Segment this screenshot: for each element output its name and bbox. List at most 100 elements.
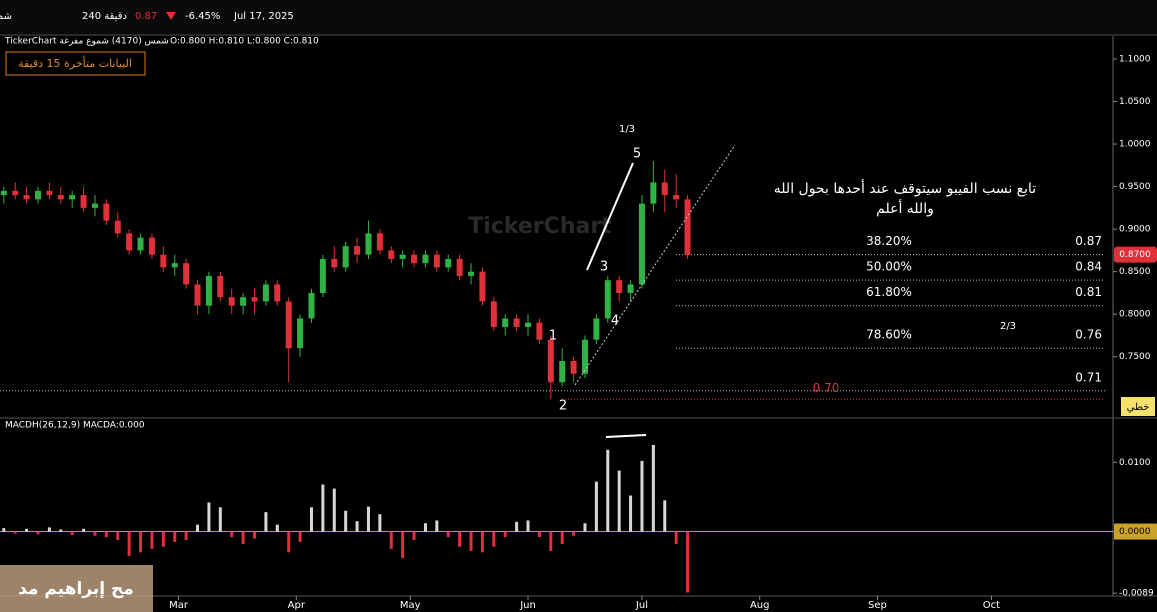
fib-percent: 78.60% <box>866 328 912 342</box>
histogram-bar <box>480 531 484 553</box>
candle-body <box>456 258 463 276</box>
x-tick-label: Sep <box>868 600 887 611</box>
candle-body <box>604 280 611 319</box>
candle-body <box>103 203 110 221</box>
histogram-bar <box>572 531 576 536</box>
last-price-label: 0.8700 <box>1119 250 1151 260</box>
histogram-bar <box>492 531 496 547</box>
candle-body <box>650 182 657 204</box>
wave-label: 3 <box>600 260 608 275</box>
wave-label: 5 <box>633 147 641 162</box>
histogram-bar <box>560 531 564 545</box>
histogram-bar <box>82 528 86 532</box>
y-tick-label: 0.9000 <box>1119 225 1151 235</box>
zero-tag <box>1114 523 1157 540</box>
histogram-bar <box>640 460 644 532</box>
trend-line <box>586 162 634 271</box>
candle-body <box>251 297 258 302</box>
candle-body <box>684 199 691 255</box>
fib-value: 0.71 <box>1075 370 1102 384</box>
candle-body <box>445 258 452 268</box>
histogram-bar <box>196 524 200 532</box>
fib-value: 0.84 <box>1075 260 1102 274</box>
x-tick-label: Oct <box>983 600 1000 611</box>
histogram-bar <box>594 481 598 532</box>
candle-body <box>365 233 372 255</box>
candle-body <box>148 237 155 255</box>
x-tick-label: Jul <box>635 600 648 611</box>
axis-panel <box>1113 36 1157 596</box>
candle-body <box>262 284 269 302</box>
histogram-bar <box>70 531 74 536</box>
candle-body <box>23 195 30 200</box>
histogram-bar <box>150 531 154 549</box>
histogram-bar <box>298 531 302 542</box>
histogram-bar <box>469 531 473 551</box>
candle-body <box>593 318 600 340</box>
histogram-bar <box>59 529 63 532</box>
histogram-bar <box>36 531 40 535</box>
candle-body <box>57 195 64 200</box>
histogram-bar <box>606 449 610 532</box>
candle-body <box>479 271 486 302</box>
x-tick-label: May <box>400 600 421 611</box>
candle-body <box>581 339 588 374</box>
candle-body <box>433 254 440 268</box>
note: تابع نسب الفيبو سيتوقف عند أحدها بحول ال… <box>774 179 1037 197</box>
histogram-bar <box>629 495 633 532</box>
candle-body <box>205 275 212 306</box>
candle-body <box>661 182 668 196</box>
stop-label: 0.70 <box>813 381 840 395</box>
price: 0.87 <box>135 11 157 22</box>
scale-mode[interactable]: خطي <box>1127 402 1150 413</box>
ohlc: O:0.800 H:0.810 L:0.800 C:0.810 <box>170 37 319 47</box>
top-bar <box>0 0 1157 34</box>
candle-body <box>399 254 406 259</box>
histogram-bar <box>446 531 450 538</box>
candle-body <box>171 263 178 268</box>
note: والله أعلم <box>876 199 934 217</box>
histogram-bar <box>207 502 211 532</box>
candle-body <box>513 318 520 327</box>
histogram-bar <box>423 523 427 532</box>
histogram-bar <box>275 524 279 532</box>
candle-body <box>536 322 543 340</box>
histogram-bar <box>93 531 97 536</box>
candle-body <box>547 339 554 383</box>
candle-body <box>126 233 133 251</box>
candle-body <box>34 190 41 200</box>
histogram-bar <box>184 531 188 540</box>
candle-body <box>228 297 235 306</box>
histogram-bar <box>435 520 439 532</box>
histogram-bar <box>309 507 313 532</box>
candle-body <box>422 254 429 264</box>
y-tick-label: 0.8500 <box>1119 267 1151 277</box>
fib-value: 0.87 <box>1075 234 1102 248</box>
candle-body <box>91 203 98 208</box>
candle-body <box>297 318 304 349</box>
candle-body <box>627 284 634 293</box>
candle-body <box>376 233 383 251</box>
fib-percent: 50.00% <box>866 260 912 274</box>
y-tick-label: -0.0089 <box>1119 589 1154 599</box>
candle-body <box>570 360 577 374</box>
histogram-bar <box>617 470 621 532</box>
candle-body <box>616 280 623 293</box>
x-tick-label: Mar <box>169 600 189 611</box>
candle-body <box>217 275 224 298</box>
histogram-bar <box>537 531 541 538</box>
candle-body <box>285 301 292 349</box>
candle-body <box>319 258 326 293</box>
change: -6.45% <box>185 11 220 22</box>
histogram-bar <box>401 531 405 558</box>
macd-title: MACDH(26,12,9) MACDA:0.000 <box>5 421 145 431</box>
scale-mode-box[interactable] <box>1121 397 1155 416</box>
candle-body <box>12 190 19 196</box>
y-tick-label: 0.7500 <box>1119 352 1151 362</box>
histogram-bar <box>127 531 131 556</box>
wave-label: 4 <box>611 314 619 329</box>
candle-body <box>673 195 680 200</box>
histogram-bar <box>116 531 120 540</box>
histogram-bar <box>674 531 678 545</box>
